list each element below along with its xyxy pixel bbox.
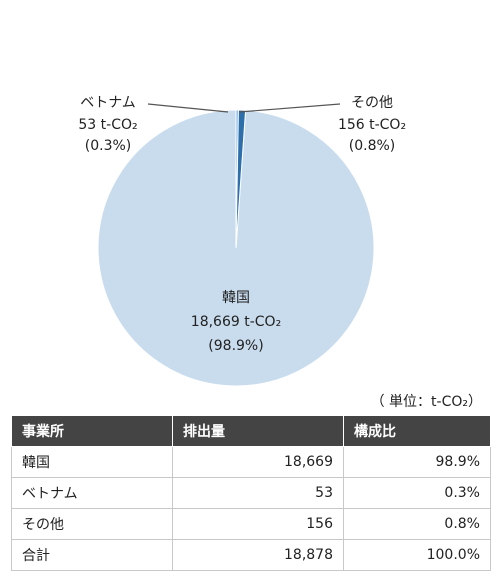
slice-label-vietnam-value: 53 t-CO₂ — [78, 117, 137, 133]
cell-ratio: 98.9% — [343, 446, 491, 478]
header-emissions: 排出量 — [172, 415, 344, 447]
slice-label-korea-value: 18,669 t-CO₂ — [191, 314, 281, 330]
emissions-pie-chart: ベトナム 53 t-CO₂ (0.3%) その他 156 t-CO₂ (0.8%… — [78, 95, 406, 387]
header-ratio: 構成比 — [343, 415, 491, 447]
leader-line-other — [238, 103, 341, 113]
slice-label-other-name: その他 — [351, 95, 393, 111]
slice-label-korea-pct: (98.9%) — [208, 338, 263, 354]
cell-emissions: 18,878 — [172, 539, 344, 571]
table-row: ベトナム 53 0.3% — [11, 477, 491, 509]
unit-label: （ 単位：t-CO₂） — [370, 394, 482, 410]
cell-site: 韓国 — [11, 446, 173, 478]
slice-label-vietnam-name: ベトナム — [80, 95, 136, 111]
cell-site: その他 — [11, 508, 173, 540]
leader-line-vietnam — [147, 103, 229, 113]
slice-label-vietnam-pct: (0.3%) — [85, 138, 132, 154]
slice-label-other-value: 156 t-CO₂ — [338, 117, 406, 133]
cell-site: 合計 — [11, 539, 173, 571]
slice-label-korea-name: 韓国 — [222, 290, 250, 306]
pie-slice-other — [235, 109, 247, 249]
cell-ratio: 0.3% — [343, 477, 491, 509]
cell-site: ベトナム — [11, 477, 173, 509]
table-row: その他 156 0.8% — [11, 508, 491, 540]
slice-label-other-pct: (0.8%) — [349, 138, 396, 154]
table-row: 韓国 18,669 98.9% — [11, 446, 491, 478]
cell-emissions: 156 — [172, 508, 344, 540]
cell-ratio: 100.0% — [343, 539, 491, 571]
header-site: 事業所 — [11, 415, 173, 447]
emissions-table: 事業所 排出量 構成比 韓国 18,669 98.9% ベトナム 53 0.3%… — [11, 415, 491, 571]
cell-emissions: 18,669 — [172, 446, 344, 478]
cell-ratio: 0.8% — [343, 508, 491, 540]
table-row: 合計 18,878 100.0% — [11, 539, 491, 571]
cell-emissions: 53 — [172, 477, 344, 509]
table-header-row: 事業所 排出量 構成比 — [11, 415, 491, 447]
